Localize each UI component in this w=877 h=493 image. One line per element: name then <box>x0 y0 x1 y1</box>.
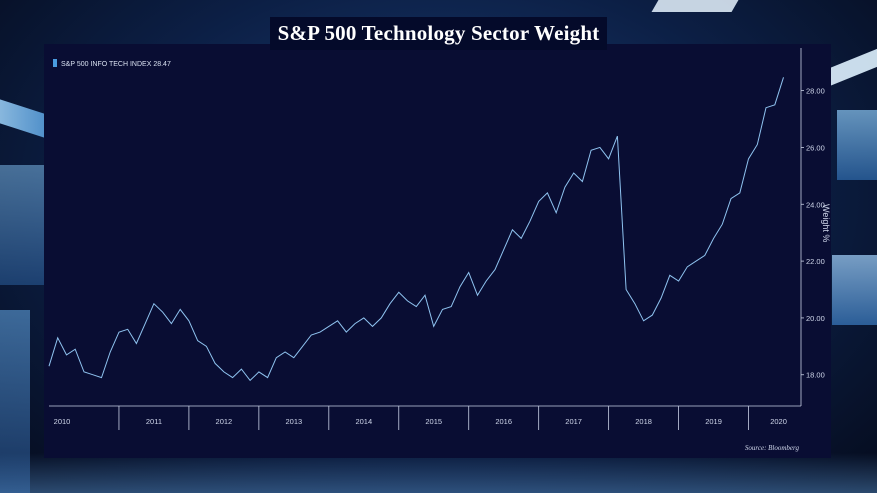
x-tick-label: 2011 <box>146 417 162 426</box>
legend-swatch <box>53 59 57 67</box>
background-floor-glow <box>0 453 877 493</box>
x-tick-label: 2013 <box>285 417 302 426</box>
title-bar: S&P 500 Technology Sector Weight <box>270 17 607 50</box>
chart-title: S&P 500 Technology Sector Weight <box>277 21 600 45</box>
source-note: Source: Bloomberg <box>745 444 800 452</box>
background-light-panel <box>0 165 50 285</box>
background-light-panel <box>832 255 877 325</box>
y-axis-label: Weight % <box>821 204 831 242</box>
x-tick-label: 2016 <box>495 417 512 426</box>
y-tick-label: 18.00 <box>806 371 825 380</box>
y-tick-label: 24.00 <box>806 200 825 209</box>
background-light-panel <box>837 110 877 180</box>
y-tick-label: 28.00 <box>806 87 825 96</box>
x-tick-label: 2020 <box>770 417 787 426</box>
legend-label: S&P 500 INFO TECH INDEX 28.47 <box>61 61 171 68</box>
y-tick-label: 22.00 <box>806 257 825 266</box>
background-light-panel <box>0 310 30 493</box>
x-tick-label: 2019 <box>705 417 722 426</box>
x-tick-label: 2015 <box>425 417 442 426</box>
x-tick-label: 2010 <box>54 417 71 426</box>
series-line <box>48 77 784 382</box>
x-tick-label: 2014 <box>355 417 372 426</box>
y-tick-label: 20.00 <box>806 314 825 323</box>
x-tick-label: 2012 <box>216 417 233 426</box>
x-tick-label: 2017 <box>565 417 582 426</box>
x-tick-label: 2018 <box>635 417 652 426</box>
y-tick-label: 26.00 <box>806 143 825 152</box>
chart-panel <box>44 44 831 458</box>
